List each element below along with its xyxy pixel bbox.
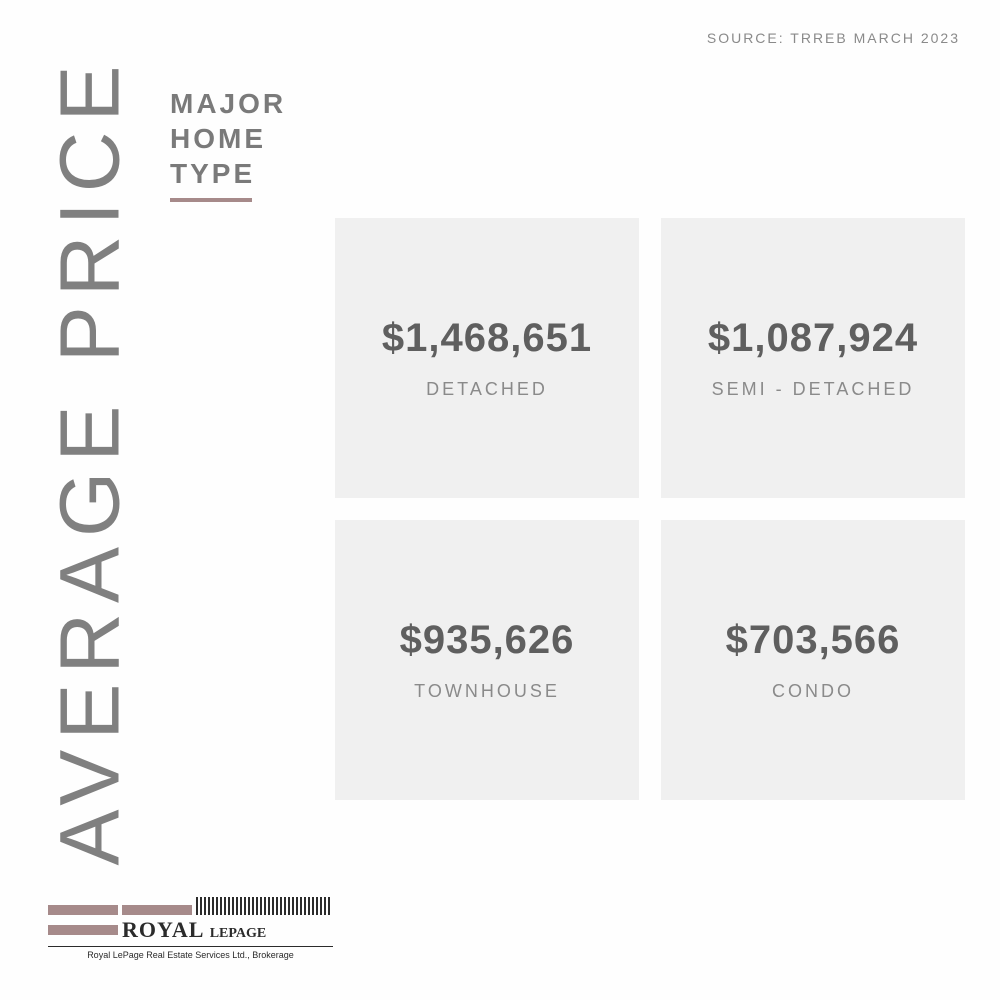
card-price: $1,468,651 (382, 316, 592, 361)
brand-logo: ROYAL LEPAGE Royal LePage Real Estate Se… (48, 895, 333, 960)
logo-brand-text: ROYAL LEPAGE (122, 917, 266, 943)
vertical-title: AVERAGE PRICE (40, 80, 140, 840)
logo-divider (48, 946, 333, 947)
cards-grid: $1,468,651 DETACHED $1,087,924 SEMI - DE… (335, 218, 965, 800)
card-price: $703,566 (726, 618, 901, 663)
logo-subtext: Royal LePage Real Estate Services Ltd., … (48, 950, 333, 960)
card-price: $935,626 (400, 618, 575, 663)
card-label: TOWNHOUSE (414, 681, 560, 702)
card-condo: $703,566 CONDO (661, 520, 965, 800)
subtitle-underline (170, 198, 252, 202)
logo-bar (48, 905, 118, 915)
card-label: SEMI - DETACHED (712, 379, 915, 400)
vertical-title-text: AVERAGE PRICE (42, 55, 139, 865)
logo-brand-second: LEPAGE (210, 926, 267, 941)
logo-bars-row2: ROYAL LEPAGE (48, 917, 333, 943)
logo-bars-row1 (48, 895, 333, 915)
source-text: SOURCE: TRREB MARCH 2023 (707, 30, 960, 46)
subtitle-line: TYPE (170, 156, 286, 191)
logo-bar (122, 905, 192, 915)
logo-brand-main: ROYAL (122, 917, 203, 942)
card-label: CONDO (772, 681, 854, 702)
card-semi-detached: $1,087,924 SEMI - DETACHED (661, 218, 965, 498)
card-townhouse: $935,626 TOWNHOUSE (335, 520, 639, 800)
subtitle-line: MAJOR (170, 86, 286, 121)
card-detached: $1,468,651 DETACHED (335, 218, 639, 498)
logo-stripes-icon (196, 895, 330, 915)
card-price: $1,087,924 (708, 316, 918, 361)
card-label: DETACHED (426, 379, 548, 400)
subtitle-line: HOME (170, 121, 286, 156)
subtitle: MAJOR HOME TYPE (170, 86, 286, 191)
logo-bar (48, 925, 118, 935)
